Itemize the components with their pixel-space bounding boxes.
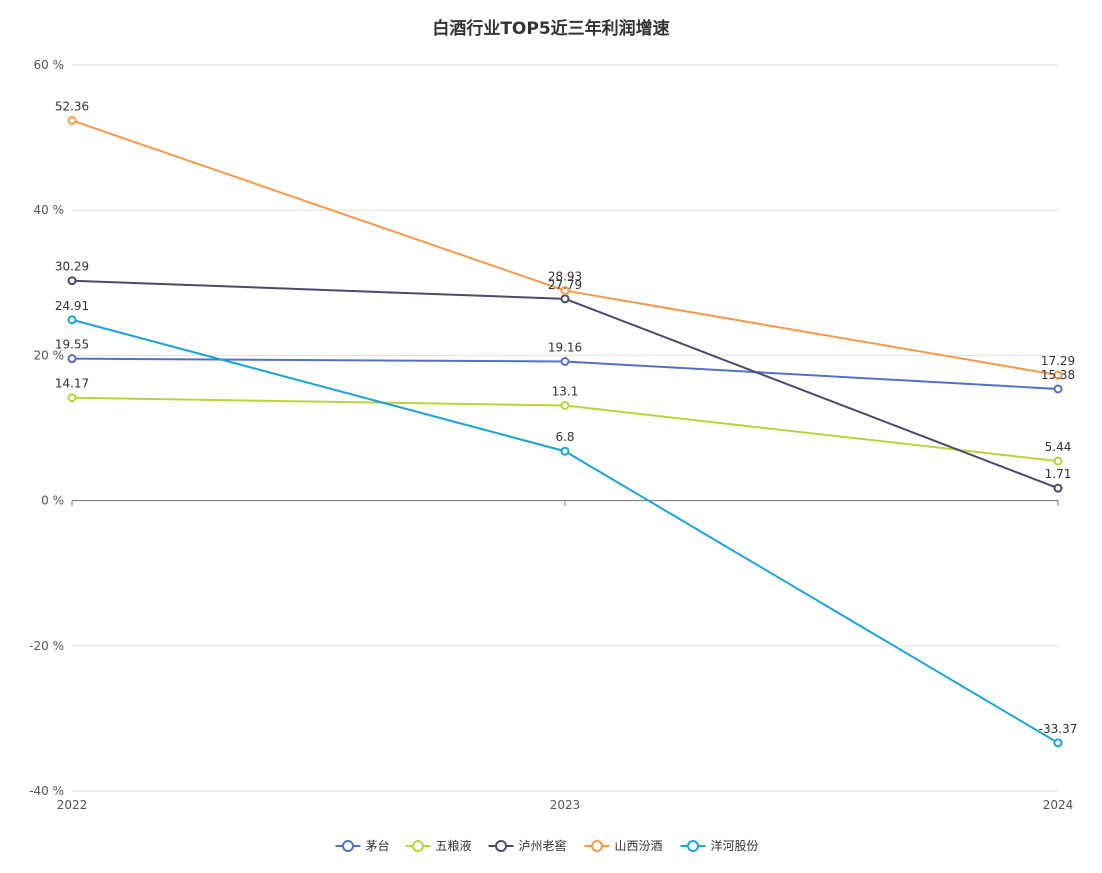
data-label: 17.29	[1041, 354, 1075, 368]
data-point[interactable]	[67, 354, 77, 364]
axes: -40 % -20 % 0 % 20 % 40 % 60 % 2022 2023 2024	[29, 58, 1073, 812]
legend[interactable]: 茅台 五粮液 泸州老窖 山西汾酒 洋河股份	[335, 838, 759, 853]
legend-label: 山西汾酒	[615, 839, 663, 853]
data-label: 30.29	[55, 260, 89, 274]
data-label: 1.71	[1045, 467, 1072, 481]
data-label: 24.91	[55, 299, 89, 313]
data-point[interactable]	[560, 356, 570, 366]
y-tick-label: -40 %	[29, 784, 64, 798]
data-label: -33.37	[1039, 722, 1078, 736]
x-tick-label: 2022	[57, 798, 88, 812]
data-point[interactable]	[1053, 384, 1063, 394]
legend-item[interactable]: 山西汾酒	[584, 839, 663, 853]
y-tick-label: 0 %	[41, 494, 64, 508]
data-label: 14.17	[55, 377, 89, 391]
data-point[interactable]	[67, 393, 77, 403]
data-point[interactable]	[1053, 738, 1063, 748]
data-point[interactable]	[67, 115, 77, 125]
data-label: 6.8	[555, 430, 574, 444]
y-tick-label: 40 %	[34, 203, 65, 217]
legend-marker-icon	[412, 840, 424, 852]
data-point[interactable]	[560, 400, 570, 410]
data-label: 5.44	[1045, 440, 1072, 454]
data-label: 19.55	[55, 338, 89, 352]
grid-lines	[72, 64, 1058, 792]
legend-label: 泸州老窖	[519, 838, 567, 853]
series-line	[71, 318, 1059, 744]
legend-marker-icon	[591, 840, 603, 852]
y-tick-label: -20 %	[29, 639, 64, 653]
legend-marker-icon	[495, 840, 507, 852]
legend-marker-icon	[342, 840, 354, 852]
legend-item[interactable]: 泸州老窖	[488, 838, 567, 853]
data-point[interactable]	[560, 446, 570, 456]
x-tick-label: 2024	[1043, 798, 1074, 812]
data-label: 52.36	[55, 99, 89, 113]
legend-item[interactable]: 洋河股份	[680, 838, 759, 853]
legend-label: 洋河股份	[711, 838, 759, 853]
legend-marker-icon	[687, 840, 699, 852]
data-point[interactable]	[1053, 483, 1063, 493]
data-point[interactable]	[1053, 456, 1063, 466]
data-point[interactable]	[67, 315, 77, 325]
data-point[interactable]	[560, 286, 570, 296]
data-labels: 19.55 19.16 15.38 14.17 13.1 5.44 30.29 27.79 1.…	[55, 99, 1078, 735]
legend-item[interactable]: 茅台	[335, 838, 390, 853]
x-tick-label: 2023	[550, 798, 581, 812]
data-label: 28.93	[548, 270, 582, 284]
legend-item[interactable]: 五粮液	[405, 838, 472, 853]
legend-label: 五粮液	[436, 838, 472, 853]
data-label: 15.38	[1041, 368, 1075, 382]
y-tick-label: 60 %	[34, 58, 65, 72]
series-lines	[67, 115, 1063, 748]
y-tick-label: 20 %	[34, 348, 65, 362]
data-label: 27.79	[548, 278, 582, 292]
data-point[interactable]	[560, 294, 570, 304]
data-label: 19.16	[548, 340, 582, 354]
chart-title: 白酒行业TOP5近三年利润增速	[432, 18, 669, 39]
series-line	[71, 119, 1059, 377]
data-label: 13.1	[552, 384, 579, 398]
legend-label: 茅台	[366, 838, 390, 853]
data-point[interactable]	[1053, 370, 1063, 380]
data-point[interactable]	[67, 276, 77, 286]
